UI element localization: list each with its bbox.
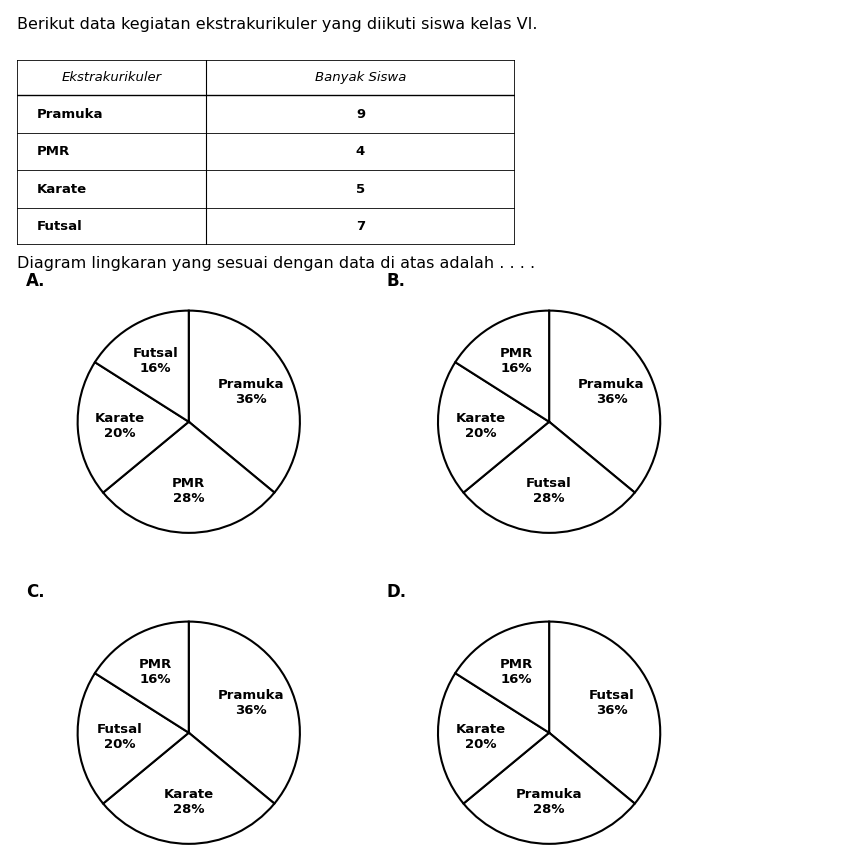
Text: PMR
28%: PMR 28% bbox=[172, 476, 205, 504]
Text: 4: 4 bbox=[356, 145, 366, 158]
Wedge shape bbox=[463, 422, 635, 532]
Wedge shape bbox=[103, 733, 275, 843]
Text: 5: 5 bbox=[356, 182, 366, 196]
Text: Banyak Siswa: Banyak Siswa bbox=[315, 71, 406, 84]
Text: B.: B. bbox=[386, 272, 405, 290]
Wedge shape bbox=[189, 622, 300, 803]
Wedge shape bbox=[456, 622, 549, 733]
Wedge shape bbox=[549, 622, 661, 803]
Wedge shape bbox=[77, 362, 189, 492]
Text: Karate: Karate bbox=[37, 182, 88, 196]
Text: PMR
16%: PMR 16% bbox=[499, 659, 533, 687]
Text: Futsal
28%: Futsal 28% bbox=[526, 476, 572, 504]
Text: Berikut data kegiatan ekstrakurikuler yang diikuti siswa kelas VI.: Berikut data kegiatan ekstrakurikuler ya… bbox=[17, 17, 538, 32]
Text: Karate
20%: Karate 20% bbox=[95, 412, 145, 440]
Text: Pramuka: Pramuka bbox=[37, 107, 104, 121]
Text: Pramuka
36%: Pramuka 36% bbox=[578, 378, 644, 406]
Text: Futsal
20%: Futsal 20% bbox=[97, 723, 143, 751]
Text: A.: A. bbox=[26, 272, 45, 290]
Text: D.: D. bbox=[386, 583, 406, 601]
Text: Karate
20%: Karate 20% bbox=[456, 723, 505, 751]
Wedge shape bbox=[438, 362, 549, 492]
Text: Karate
28%: Karate 28% bbox=[164, 787, 214, 815]
Wedge shape bbox=[549, 311, 661, 492]
Wedge shape bbox=[456, 311, 549, 422]
Text: C.: C. bbox=[26, 583, 45, 601]
Text: PMR: PMR bbox=[37, 145, 70, 158]
Wedge shape bbox=[95, 622, 189, 733]
Wedge shape bbox=[95, 311, 189, 422]
Text: Pramuka
36%: Pramuka 36% bbox=[218, 378, 284, 406]
Wedge shape bbox=[438, 673, 549, 803]
Text: Futsal: Futsal bbox=[37, 220, 83, 233]
Wedge shape bbox=[463, 733, 635, 843]
Text: Diagram lingkaran yang sesuai dengan data di atas adalah . . . .: Diagram lingkaran yang sesuai dengan dat… bbox=[17, 256, 535, 271]
Text: Ekstrakurikuler: Ekstrakurikuler bbox=[62, 71, 162, 84]
Text: Pramuka
36%: Pramuka 36% bbox=[218, 689, 284, 717]
Text: Futsal
16%: Futsal 16% bbox=[133, 348, 178, 376]
Text: 7: 7 bbox=[356, 220, 366, 233]
Text: 9: 9 bbox=[356, 107, 366, 121]
Wedge shape bbox=[189, 311, 300, 492]
Wedge shape bbox=[77, 673, 189, 803]
Text: Karate
20%: Karate 20% bbox=[456, 412, 505, 440]
Text: Pramuka
28%: Pramuka 28% bbox=[516, 787, 583, 815]
Wedge shape bbox=[103, 422, 275, 532]
Text: PMR
16%: PMR 16% bbox=[139, 659, 172, 687]
Text: PMR
16%: PMR 16% bbox=[499, 348, 533, 376]
Text: Futsal
36%: Futsal 36% bbox=[589, 689, 634, 717]
